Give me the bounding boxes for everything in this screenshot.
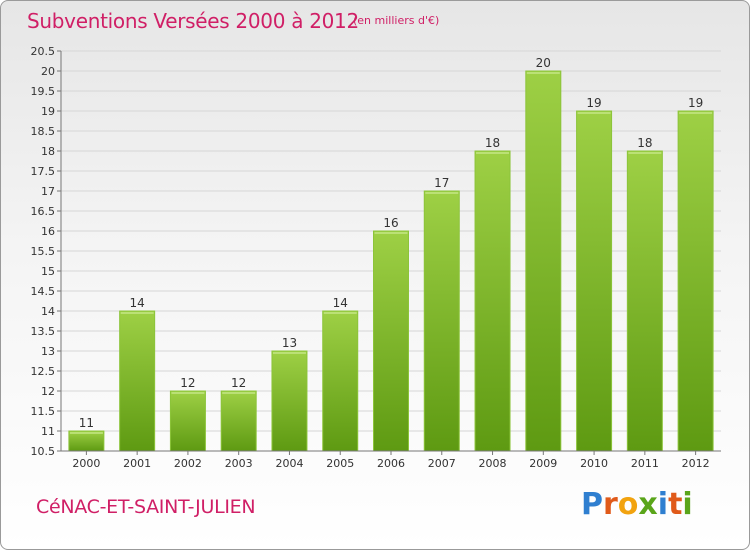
x-tick-label: 2004 [275, 457, 303, 470]
y-tick-label: 18 [41, 145, 55, 158]
x-tick-label: 2002 [174, 457, 202, 470]
x-axis: 2000 2001 2002 2003 2004 2005 2006 2007 2008 2009… [61, 450, 721, 470]
bar [373, 230, 409, 452]
bar-value-label: 16 [383, 216, 398, 230]
bar-highlight [120, 312, 154, 314]
bar [322, 310, 359, 452]
bar [423, 190, 460, 452]
y-tick-label: 17 [41, 185, 55, 198]
y-tick-label: 16 [41, 225, 55, 238]
bar [271, 350, 308, 452]
x-tick-label: 2003 [225, 457, 253, 470]
x-tick-label: 2012 [682, 457, 710, 470]
x-tick-label: 2010 [580, 457, 608, 470]
chart-title: Subventions Versées 2000 à 2012 [27, 9, 359, 33]
bar-value-label: 12 [180, 376, 195, 390]
proxiti-logo[interactable]: Proxiti [581, 487, 693, 522]
bar-value-label: 18 [485, 136, 500, 150]
y-tick-label: 13.5 [31, 325, 56, 338]
x-tick-label: 2001 [123, 457, 151, 470]
y-tick-label: 15 [41, 265, 55, 278]
x-tick-label: 2000 [72, 457, 100, 470]
x-tick-label: 2006 [377, 457, 405, 470]
bar-value-label: 17 [434, 176, 449, 190]
bar [474, 150, 511, 452]
y-tick-label: 17.5 [31, 165, 56, 178]
bar-highlight [526, 72, 560, 74]
y-tick-label: 20.5 [31, 45, 56, 58]
x-tick-label: 2005 [326, 457, 354, 470]
bar-highlight [222, 392, 256, 394]
y-tick-label: 12.5 [31, 365, 56, 378]
bar-value-label: 18 [637, 136, 652, 150]
bar-highlight [171, 392, 205, 394]
bars: 11 14 12 12 13 14 16 17 18 20 19 18 19 [68, 56, 714, 452]
bar [626, 150, 663, 452]
x-tick-label: 2011 [631, 457, 659, 470]
bar-value-label: 20 [536, 56, 551, 70]
y-tick-label: 10.5 [31, 445, 56, 458]
bar-highlight [69, 432, 103, 434]
bar [525, 70, 562, 452]
y-tick-label: 13 [41, 345, 55, 358]
logo-letter: i [657, 487, 669, 522]
y-tick-label: 12 [41, 385, 55, 398]
chart-subtitle: (en milliers d'€) [353, 14, 440, 27]
y-tick-label: 16.5 [31, 205, 56, 218]
bar-highlight [272, 352, 306, 354]
y-axis: 10.5 11 11.5 12 12.5 13 13.5 14 14.5 15 15.5 16 16.5… [31, 45, 62, 458]
y-tick-label: 11 [41, 425, 55, 438]
bar-highlight [425, 192, 459, 194]
bar-value-label: 19 [586, 96, 601, 110]
commune-name: CéNAC-ET-SAINT-JULIEN [36, 496, 256, 518]
bar-highlight [577, 112, 611, 114]
bar-highlight [476, 152, 510, 154]
logo-letter: i [682, 487, 693, 522]
bar [576, 110, 613, 452]
y-tick-label: 15.5 [31, 245, 56, 258]
bar-highlight [628, 152, 662, 154]
bar-value-label: 11 [79, 416, 94, 430]
bar-value-label: 14 [333, 296, 348, 310]
y-tick-label: 20 [41, 65, 55, 78]
bar-value-label: 13 [282, 336, 297, 350]
bar-value-label: 19 [688, 96, 703, 110]
x-tick-label: 2008 [479, 457, 507, 470]
y-tick-label: 14 [41, 305, 55, 318]
y-tick-label: 19 [41, 105, 55, 118]
logo-letter: t [668, 487, 683, 522]
logo-letter: x [638, 487, 658, 522]
y-tick-label: 18.5 [31, 125, 56, 138]
bar-value-label: 12 [231, 376, 246, 390]
y-tick-label: 19.5 [31, 85, 56, 98]
y-tick-label: 11.5 [31, 405, 56, 418]
bar-highlight [374, 232, 408, 234]
x-tick-label: 2009 [529, 457, 557, 470]
bar [220, 390, 257, 452]
logo-letter: o [617, 487, 639, 522]
bar [677, 110, 714, 452]
x-tick-label: 2007 [428, 457, 456, 470]
logo-letter: P [581, 487, 603, 522]
bar [119, 310, 156, 452]
logo-letter: r [603, 487, 618, 522]
bar-value-label: 14 [130, 296, 145, 310]
bar-highlight [323, 312, 357, 314]
bar-highlight [679, 112, 713, 114]
y-tick-label: 14.5 [31, 285, 56, 298]
bar [169, 390, 206, 452]
